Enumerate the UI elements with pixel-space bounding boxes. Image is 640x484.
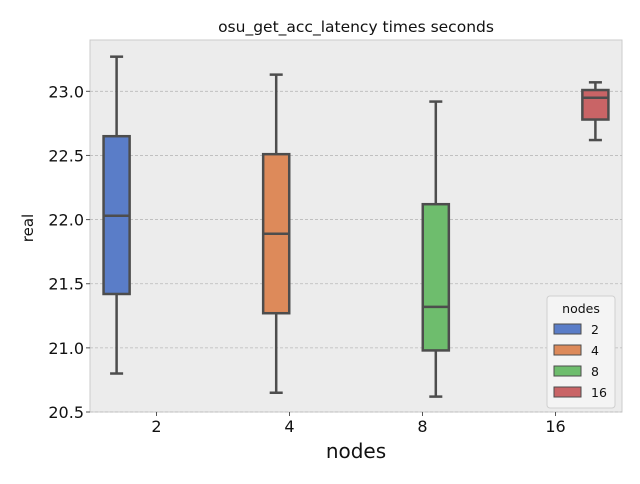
box-series-2 (102, 55, 131, 375)
iqr-box (581, 88, 610, 121)
x-tick-label: 4 (284, 417, 294, 436)
iqr-box (421, 202, 451, 352)
gridlines (90, 90, 622, 413)
y-tick-label: 22.0 (48, 211, 84, 230)
boxes (102, 55, 610, 398)
plot-background (89, 39, 623, 413)
y-tick-label: 21.0 (48, 339, 84, 358)
x-tick-label: 16 (545, 417, 565, 436)
box-series-8 (421, 100, 451, 398)
y-tick-label: 21.5 (48, 275, 84, 294)
chart-title: osu_get_acc_latency times seconds (218, 18, 494, 37)
x-tick-labels: 2 4 8 16 (151, 412, 566, 436)
y-axis-label: real (19, 214, 37, 242)
y-tick-label: 23.0 (48, 82, 84, 101)
box-series-4 (261, 73, 291, 395)
legend-item: 4 (553, 343, 599, 358)
legend: nodes 2 4 8 16 (546, 295, 616, 409)
legend-label: 8 (591, 364, 599, 379)
legend-item: 16 (553, 385, 607, 400)
legend-item: 2 (553, 322, 599, 337)
legend-swatch (553, 344, 582, 356)
y-tick-labels: 20.5 21.0 21.5 22.0 22.5 23.0 (48, 82, 90, 422)
legend-label: 16 (591, 385, 607, 400)
x-axis-label: nodes (326, 439, 386, 463)
y-tick-label: 20.5 (48, 403, 84, 422)
x-tick-label: 2 (151, 417, 161, 436)
legend-label: 2 (591, 322, 599, 337)
legend-title: nodes (562, 301, 600, 316)
box-series-16 (581, 81, 610, 142)
legend-item: 8 (553, 364, 599, 379)
legend-swatch (553, 323, 582, 335)
legend-swatch (553, 365, 582, 377)
legend-items: 2 4 8 16 (553, 322, 607, 400)
y-tick-label: 22.5 (48, 146, 84, 165)
legend-swatch (553, 386, 582, 398)
x-tick-label: 8 (417, 417, 427, 436)
legend-label: 4 (591, 343, 599, 358)
